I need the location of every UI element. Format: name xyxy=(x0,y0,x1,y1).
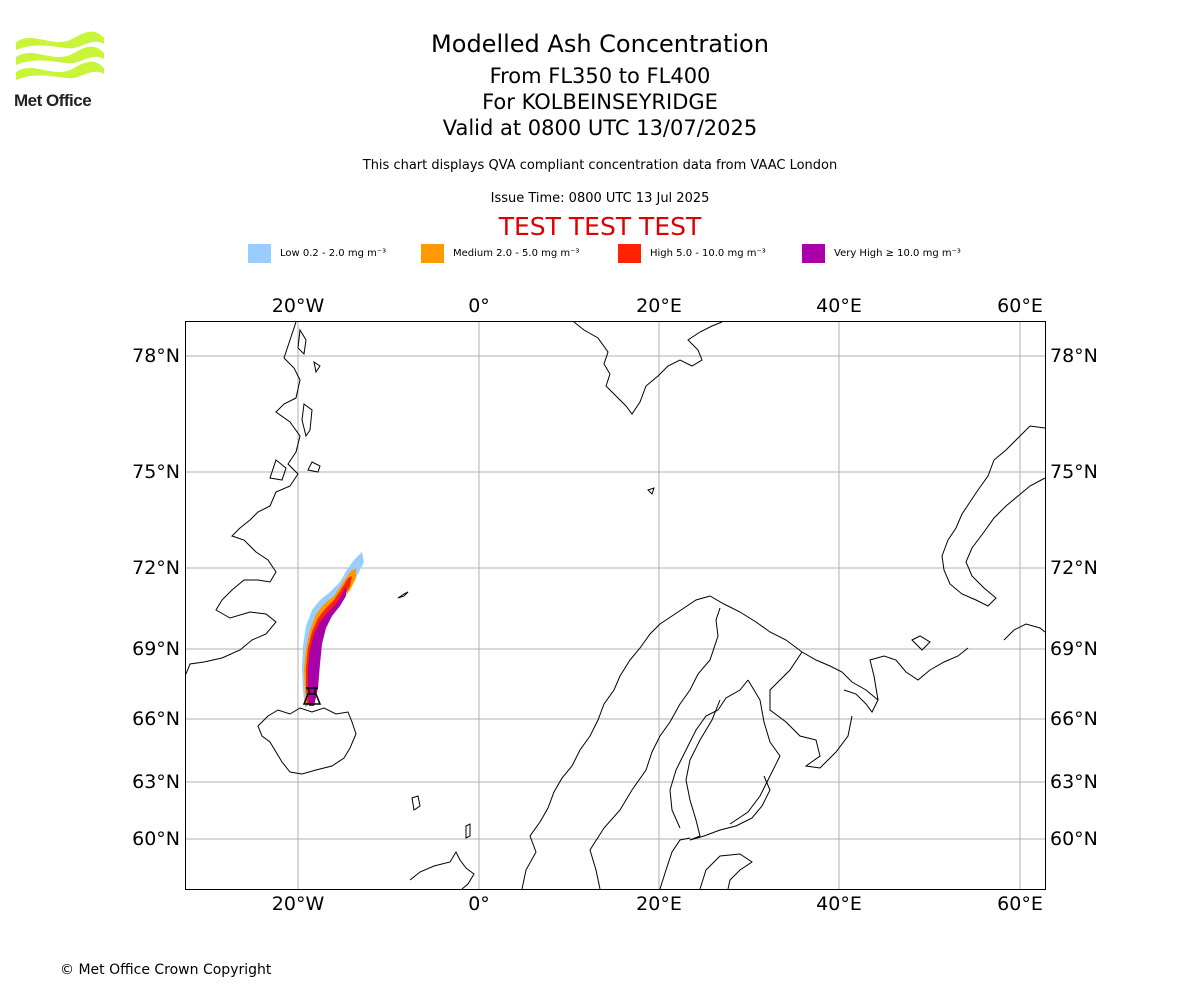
chart-subtitle: This chart displays QVA compliant concen… xyxy=(362,158,838,173)
met-office-logo-text: Met Office xyxy=(14,91,92,110)
lat-label-right-63n: 63°N xyxy=(1050,771,1098,793)
volcano-name: For KOLBEINSEYRIDGE xyxy=(482,90,718,114)
coastline-kanin xyxy=(911,635,931,651)
border-sweden-finland xyxy=(669,679,749,829)
lat-label-left-60n: 60°N xyxy=(132,828,180,850)
volcano-marker-icon xyxy=(302,687,322,705)
coastline-svalbard-island xyxy=(647,487,655,495)
lat-label-right-69n: 69°N xyxy=(1050,638,1098,660)
coastline-greenland-fjord xyxy=(269,459,287,481)
coastline-greenland-island-3 xyxy=(297,328,307,356)
coastline-faroes xyxy=(411,795,421,811)
coastline-svalbard xyxy=(573,321,723,415)
coastlines xyxy=(185,321,1046,890)
lat-label-right-60n: 60°N xyxy=(1050,828,1098,850)
flight-level-range: From FL350 to FL400 xyxy=(489,64,711,88)
lon-label-bottom-60e: 60°E xyxy=(997,893,1043,915)
coastline-gulf-of-bothnia xyxy=(685,699,721,841)
coastline-estonia xyxy=(699,853,753,890)
coastline-white-sea xyxy=(769,651,853,769)
legend-label-low: Low 0.2 - 2.0 mg m⁻³ xyxy=(280,248,387,259)
lon-label-bottom-0: 0° xyxy=(468,893,490,915)
coastline-novaya-zemlya xyxy=(941,425,1046,607)
legend-swatch-very-high xyxy=(802,244,825,263)
coastline-shetland xyxy=(465,823,471,839)
met-office-logo-icon xyxy=(16,31,104,80)
lon-label-bottom-20e: 20°E xyxy=(636,893,682,915)
coastline-jan-mayen xyxy=(397,591,409,599)
coastline-kola xyxy=(869,647,969,701)
coastline-greenland-island-2 xyxy=(301,403,313,438)
lat-label-right-78n: 78°N xyxy=(1050,345,1098,367)
issue-time: Issue Time: 0800 UTC 13 Jul 2025 xyxy=(490,191,710,206)
lat-label-left-78n: 78°N xyxy=(132,345,180,367)
ash-plume xyxy=(302,552,364,708)
lat-label-left-72n: 72°N xyxy=(132,557,180,579)
legend-swatch-high xyxy=(618,244,641,263)
legend-swatch-medium xyxy=(421,244,444,263)
map-gridlines xyxy=(186,322,1045,889)
legend-item-high: High 5.0 - 10.0 mg m⁻³ xyxy=(618,244,766,263)
test-banner: TEST TEST TEST xyxy=(498,212,702,241)
lon-label-top-60e: 60°E xyxy=(997,295,1043,317)
coastline-sweden-south xyxy=(659,837,691,890)
border-finland-russia xyxy=(729,679,781,825)
lon-label-top-20e: 20°E xyxy=(636,295,682,317)
axis-labels: 20°W 0° 20°E 40°E 60°E 20°W 0° 20°E 40°E… xyxy=(132,295,1098,915)
border-sweden-norway xyxy=(589,607,721,890)
lat-label-left-66n: 66°N xyxy=(132,708,180,730)
coastline-norway xyxy=(521,595,879,890)
lat-label-left-69n: 69°N xyxy=(132,638,180,660)
coastline-scotland xyxy=(409,850,475,890)
lon-label-top-20w: 20°W xyxy=(272,295,325,317)
legend-item-low: Low 0.2 - 2.0 mg m⁻³ xyxy=(248,244,386,263)
lon-label-bottom-40e: 40°E xyxy=(816,893,862,915)
lon-label-bottom-20w: 20°W xyxy=(272,893,325,915)
map-frame xyxy=(185,321,1046,890)
lat-label-left-63n: 63°N xyxy=(132,771,180,793)
legend-item-very-high: Very High ≥ 10.0 mg m⁻³ xyxy=(802,244,961,263)
legend-label-very-high: Very High ≥ 10.0 mg m⁻³ xyxy=(834,248,961,259)
legend-item-medium: Medium 2.0 - 5.0 mg m⁻³ xyxy=(421,244,579,263)
coastline-greenland-island-4 xyxy=(313,360,321,374)
coastline-iceland xyxy=(257,707,357,775)
lon-label-top-0: 0° xyxy=(468,295,490,317)
lon-label-top-40e: 40°E xyxy=(816,295,862,317)
lat-label-left-75n: 75°N xyxy=(132,461,180,483)
coastline-greenland xyxy=(185,321,301,675)
lat-label-right-66n: 66°N xyxy=(1050,708,1098,730)
legend-swatch-low xyxy=(248,244,271,263)
lat-label-right-75n: 75°N xyxy=(1050,461,1098,483)
coastline-vaygach xyxy=(1003,623,1046,641)
lat-label-right-72n: 72°N xyxy=(1050,557,1098,579)
valid-time: Valid at 0800 UTC 13/07/2025 xyxy=(442,116,758,140)
chart-title: Modelled Ash Concentration xyxy=(431,30,769,58)
legend-label-medium: Medium 2.0 - 5.0 mg m⁻³ xyxy=(453,248,580,259)
legend-label-high: High 5.0 - 10.0 mg m⁻³ xyxy=(650,248,766,259)
copyright-notice: © Met Office Crown Copyright xyxy=(60,962,272,978)
coastline-greenland-island xyxy=(307,461,321,473)
coastline-finland-south xyxy=(689,775,771,841)
ash-plume-very-high xyxy=(308,586,346,706)
